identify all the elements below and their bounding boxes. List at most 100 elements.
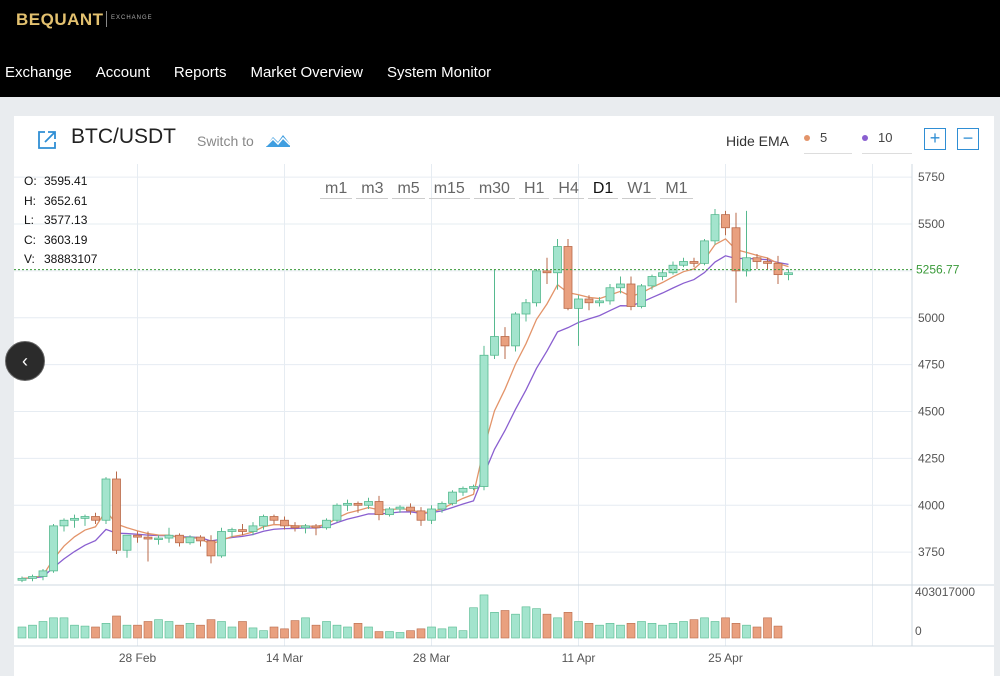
candle-body — [59, 519, 69, 527]
ema-fast-dot — [804, 134, 810, 141]
date-tick-label: 25 Apr — [708, 651, 743, 665]
ema-fast-value: 5 — [820, 130, 828, 145]
candle-body — [553, 246, 562, 274]
price-tick-label: 4250 — [918, 451, 945, 465]
zoom-out-button[interactable]: − — [957, 128, 979, 150]
candle-body — [584, 298, 594, 304]
volume-bar — [49, 617, 58, 639]
ohlc-value: 3603.19 — [44, 232, 88, 247]
nav-account[interactable]: Account — [95, 64, 150, 81]
candle-body — [605, 287, 615, 302]
volume-bar — [122, 624, 132, 639]
candle-body — [763, 261, 772, 264]
ema-slow-dot — [862, 134, 868, 141]
timeframe-m30[interactable]: m30 — [473, 180, 515, 199]
ohlc-value: 3595.41 — [44, 174, 88, 188]
volume-bar — [479, 594, 489, 639]
candle-body — [364, 501, 373, 506]
timeframe-m1[interactable]: m1 — [320, 180, 353, 199]
candle-body — [80, 516, 90, 519]
volume-bar — [133, 624, 142, 639]
nav-exchange[interactable]: Exchange — [5, 64, 72, 81]
volume-bar — [343, 626, 352, 639]
price-tick-label: 4750 — [918, 358, 945, 372]
ema-slow-input[interactable]: 10 — [862, 130, 912, 154]
nav-system-monitor[interactable]: System Monitor — [386, 64, 492, 81]
volume-bar — [500, 610, 510, 639]
timeframe-m15[interactable]: m15 — [428, 180, 470, 199]
volume-bar — [763, 617, 772, 639]
candle-body — [731, 227, 741, 272]
volume-bar — [185, 623, 195, 639]
ema-fast-input[interactable]: 5 — [804, 130, 852, 154]
volume-bar — [406, 630, 415, 639]
candle-body — [406, 506, 415, 512]
ohlc-value: 3577.13 — [44, 213, 88, 227]
candle-body — [374, 501, 384, 516]
volume-bar — [280, 628, 289, 639]
hide-ema-toggle[interactable]: Hide EMA — [726, 133, 790, 149]
volume-bar — [752, 626, 762, 639]
nav-market-overview[interactable]: Market Overview — [250, 64, 363, 81]
timeframe-D1[interactable]: D1 — [587, 180, 619, 199]
chart-panel: BTC/USDT Switch to Hide EMA 5 10 + − 525… — [14, 116, 994, 676]
nav-reports[interactable]: Reports — [173, 64, 227, 81]
volume-bar — [28, 624, 37, 639]
volume-bar — [101, 623, 111, 639]
candle-body — [112, 478, 121, 551]
ema-slow-line — [21, 255, 789, 580]
candle-body — [28, 576, 37, 579]
volume-bar — [521, 606, 531, 639]
date-tick-label: 28 Mar — [413, 651, 450, 665]
candle-body — [259, 516, 268, 527]
price-tick-label: 3750 — [918, 545, 945, 559]
ema-slow-value: 10 — [878, 130, 893, 145]
timeframe-W1[interactable]: W1 — [622, 180, 657, 199]
ohlc-row: L: 3577.13 — [24, 213, 87, 227]
candle-body — [647, 276, 657, 287]
line-chart-switch-icon[interactable] — [265, 132, 291, 148]
candle-body — [353, 502, 363, 506]
candle-body — [742, 257, 751, 272]
volume-bar — [605, 623, 615, 639]
switch-to-label: Switch to — [197, 133, 254, 149]
timeframe-H1[interactable]: H1 — [518, 180, 550, 199]
volume-bar — [290, 620, 300, 639]
candle-body — [311, 525, 321, 529]
candle-body — [133, 534, 142, 538]
volume-bar — [668, 623, 678, 639]
volume-bar — [637, 621, 646, 639]
candle-body — [185, 536, 195, 544]
candle-body — [563, 246, 573, 309]
timeframe-H4[interactable]: H4 — [553, 180, 584, 199]
ema-fast-line — [21, 238, 789, 580]
timeframe-m3[interactable]: m3 — [356, 180, 389, 199]
ohlc-label: O: — [24, 174, 37, 188]
volume-bar — [248, 627, 258, 639]
candle-body — [322, 519, 331, 529]
candle-body — [416, 510, 426, 521]
volume-bar — [80, 625, 90, 639]
price-tick-label: 5000 — [918, 311, 945, 325]
zoom-in-button[interactable]: + — [924, 128, 946, 150]
volume-bar — [574, 621, 583, 639]
volume-bar — [584, 623, 594, 639]
volume-bar — [416, 628, 426, 639]
candle-body — [448, 491, 457, 504]
ohlc-label: H: — [24, 193, 36, 208]
volume-bar — [112, 615, 121, 639]
price-chart[interactable]: 5256.77 5750 5500 5000 4750 4500 4250 4000 3750 4… — [14, 116, 994, 676]
external-link-icon[interactable] — [36, 129, 58, 151]
logo-divider — [106, 11, 107, 27]
timeframe-m5[interactable]: m5 — [392, 180, 425, 199]
candle-body — [458, 487, 468, 493]
brand-logo[interactable]: BEQUANT — [16, 10, 104, 29]
date-tick-label: 28 Feb — [119, 651, 157, 665]
volume-bar — [626, 623, 636, 639]
timeframe-M1[interactable]: M1 — [660, 180, 693, 199]
volume-bar — [332, 624, 342, 639]
candle-body — [542, 270, 552, 274]
collapse-left-button[interactable]: ‹ — [5, 341, 45, 381]
volume-tick-label: 0 — [915, 624, 922, 638]
candle-body — [280, 519, 289, 527]
